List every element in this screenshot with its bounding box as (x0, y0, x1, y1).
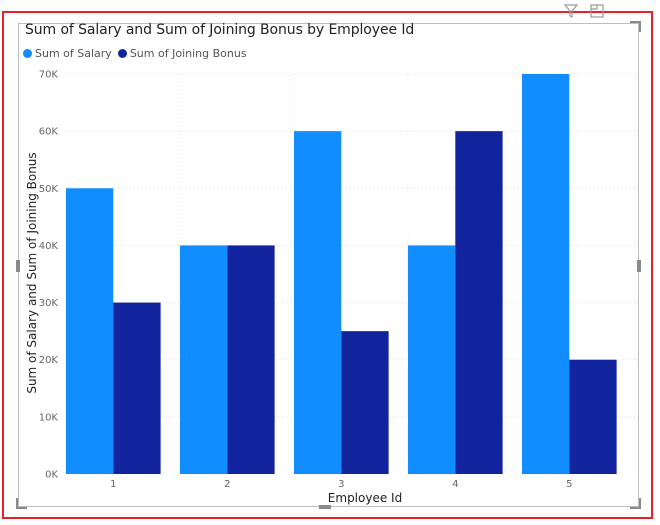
y-tick-label: 30K (39, 298, 59, 309)
bar-salary-1[interactable] (66, 188, 114, 475)
bar-joining-bonus-3[interactable] (341, 331, 389, 474)
visual-header (563, 3, 605, 19)
legend-item-joining-bonus[interactable]: Sum of Joining Bonus (117, 47, 247, 60)
chart-title: Sum of Salary and Sum of Joining Bonus b… (25, 22, 415, 38)
focus-mode-icon[interactable] (589, 3, 605, 19)
legend-marker-salary (23, 49, 32, 58)
bar-salary-3[interactable] (294, 131, 342, 474)
chart-legend: Sum of Salary Sum of Joining Bonus (23, 47, 253, 60)
bar-salary-2[interactable] (180, 245, 228, 474)
y-axis-title: Sum of Salary and Sum of Joining Bonus (25, 152, 39, 393)
visual-container[interactable] (16, 21, 641, 509)
resize-handle-bottom[interactable] (319, 505, 331, 509)
bar-joining-bonus-4[interactable] (455, 131, 503, 474)
resize-handle-bottom-right[interactable] (630, 498, 641, 509)
y-tick-label: 50K (39, 184, 59, 195)
legend-marker-joining-bonus (117, 49, 127, 58)
resize-handle-left[interactable] (16, 260, 20, 272)
bar-salary-5[interactable] (522, 74, 570, 474)
bar-salary-4[interactable] (408, 245, 456, 474)
legend-label-joining-bonus: Sum of Joining Bonus (129, 47, 247, 60)
resize-handle-right[interactable] (637, 260, 641, 272)
legend-label-salary: Sum of Salary (35, 47, 112, 60)
y-axis-ticks: 0K 10K 20K 30K 40K 50K 60K 70K (39, 70, 59, 481)
resize-handle-top-right[interactable] (630, 21, 641, 32)
x-tick-label: 4 (452, 479, 458, 490)
x-tick-label: 5 (566, 479, 572, 490)
y-tick-label: 70K (39, 70, 59, 81)
bar-joining-bonus-5[interactable] (569, 359, 617, 474)
y-tick-label: 60K (39, 127, 59, 138)
x-tick-label: 2 (224, 479, 230, 490)
x-tick-label: 3 (338, 479, 344, 490)
selection-frame (2, 11, 653, 519)
x-axis-title: Employee Id (328, 491, 402, 505)
y-tick-label: 20K (39, 355, 59, 366)
bar-joining-bonus-1[interactable] (113, 302, 161, 474)
x-tick-label: 1 (110, 479, 116, 490)
y-tick-label: 0K (45, 470, 58, 481)
bars (66, 74, 617, 475)
y-tick-label: 10K (39, 412, 59, 423)
resize-handle-bottom-left[interactable] (16, 498, 27, 509)
bar-joining-bonus-2[interactable] (227, 245, 275, 474)
filter-icon[interactable] (563, 3, 579, 19)
legend-item-salary[interactable]: Sum of Salary (23, 47, 112, 60)
x-axis-ticks: 1 2 3 4 5 (110, 479, 572, 490)
y-tick-label: 40K (39, 241, 59, 252)
